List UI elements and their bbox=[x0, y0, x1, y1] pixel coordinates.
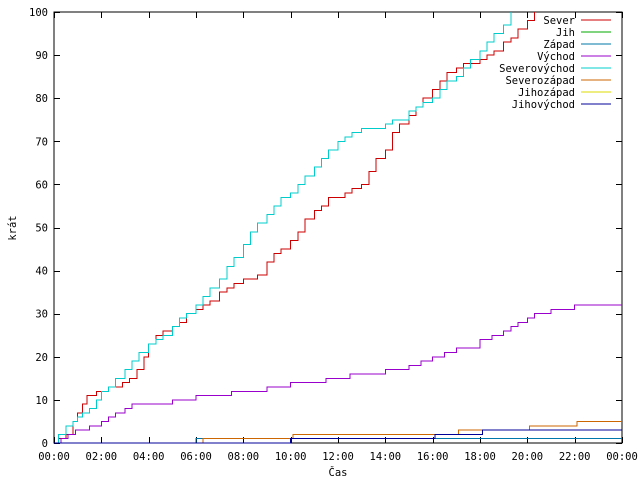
legend-label: Sever bbox=[543, 15, 575, 27]
legend-label: Severozápad bbox=[505, 75, 575, 87]
y-tick-label: 90 bbox=[35, 50, 48, 62]
y-tick-label: 0 bbox=[42, 438, 48, 450]
x-tick-label: 06:00 bbox=[180, 451, 212, 463]
x-axis: 00:00 02:00 04:00 06:00 08:00 10:00 12:00 14:00… bbox=[38, 12, 638, 463]
y-tick-label: 80 bbox=[35, 93, 48, 105]
x-tick-label: 08:00 bbox=[228, 451, 260, 463]
x-tick-label: 00:00 bbox=[38, 451, 70, 463]
legend-label: Jih bbox=[556, 27, 575, 39]
series-line-4 bbox=[54, 304, 622, 444]
legend-label: Severovýchod bbox=[499, 63, 575, 75]
x-tick-label: 02:00 bbox=[86, 451, 118, 463]
y-tick-label: 10 bbox=[35, 395, 48, 407]
series-line-8 bbox=[54, 429, 622, 444]
y-axis: 0 10 20 30 40 50 60 70 80 90 100 bbox=[29, 7, 622, 450]
x-tick-label: 22:00 bbox=[559, 451, 591, 463]
x-tick-label: 20:00 bbox=[512, 451, 544, 463]
legend-label: Západ bbox=[543, 39, 575, 51]
x-tick-label: 10:00 bbox=[275, 451, 307, 463]
x-tick-label: 16:00 bbox=[417, 451, 449, 463]
legend-label: Jihozápad bbox=[518, 87, 575, 99]
y-axis-label: krát bbox=[7, 215, 19, 240]
y-tick-label: 20 bbox=[35, 352, 48, 364]
x-tick-label: 12:00 bbox=[322, 451, 354, 463]
x-tick-label: 18:00 bbox=[464, 451, 496, 463]
y-tick-label: 40 bbox=[35, 266, 48, 278]
x-tick-label: 14:00 bbox=[370, 451, 402, 463]
series-group bbox=[54, 12, 622, 444]
y-tick-label: 60 bbox=[35, 179, 48, 191]
x-tick-label: 04:00 bbox=[133, 451, 165, 463]
series-line-1 bbox=[54, 12, 535, 444]
y-tick-label: 70 bbox=[35, 136, 48, 148]
y-tick-label: 30 bbox=[35, 309, 48, 321]
legend-label: Jihovýchod bbox=[512, 99, 575, 111]
legend: SeverJihZápadVýchodSeverovýchodSeverozáp… bbox=[499, 15, 611, 111]
series-line-5 bbox=[54, 12, 512, 444]
legend-label: Východ bbox=[537, 51, 575, 63]
y-tick-label: 100 bbox=[29, 7, 48, 19]
x-tick-label: 00:00 bbox=[606, 451, 638, 463]
x-axis-label: Čas bbox=[329, 466, 348, 479]
y-tick-label: 50 bbox=[35, 223, 48, 235]
